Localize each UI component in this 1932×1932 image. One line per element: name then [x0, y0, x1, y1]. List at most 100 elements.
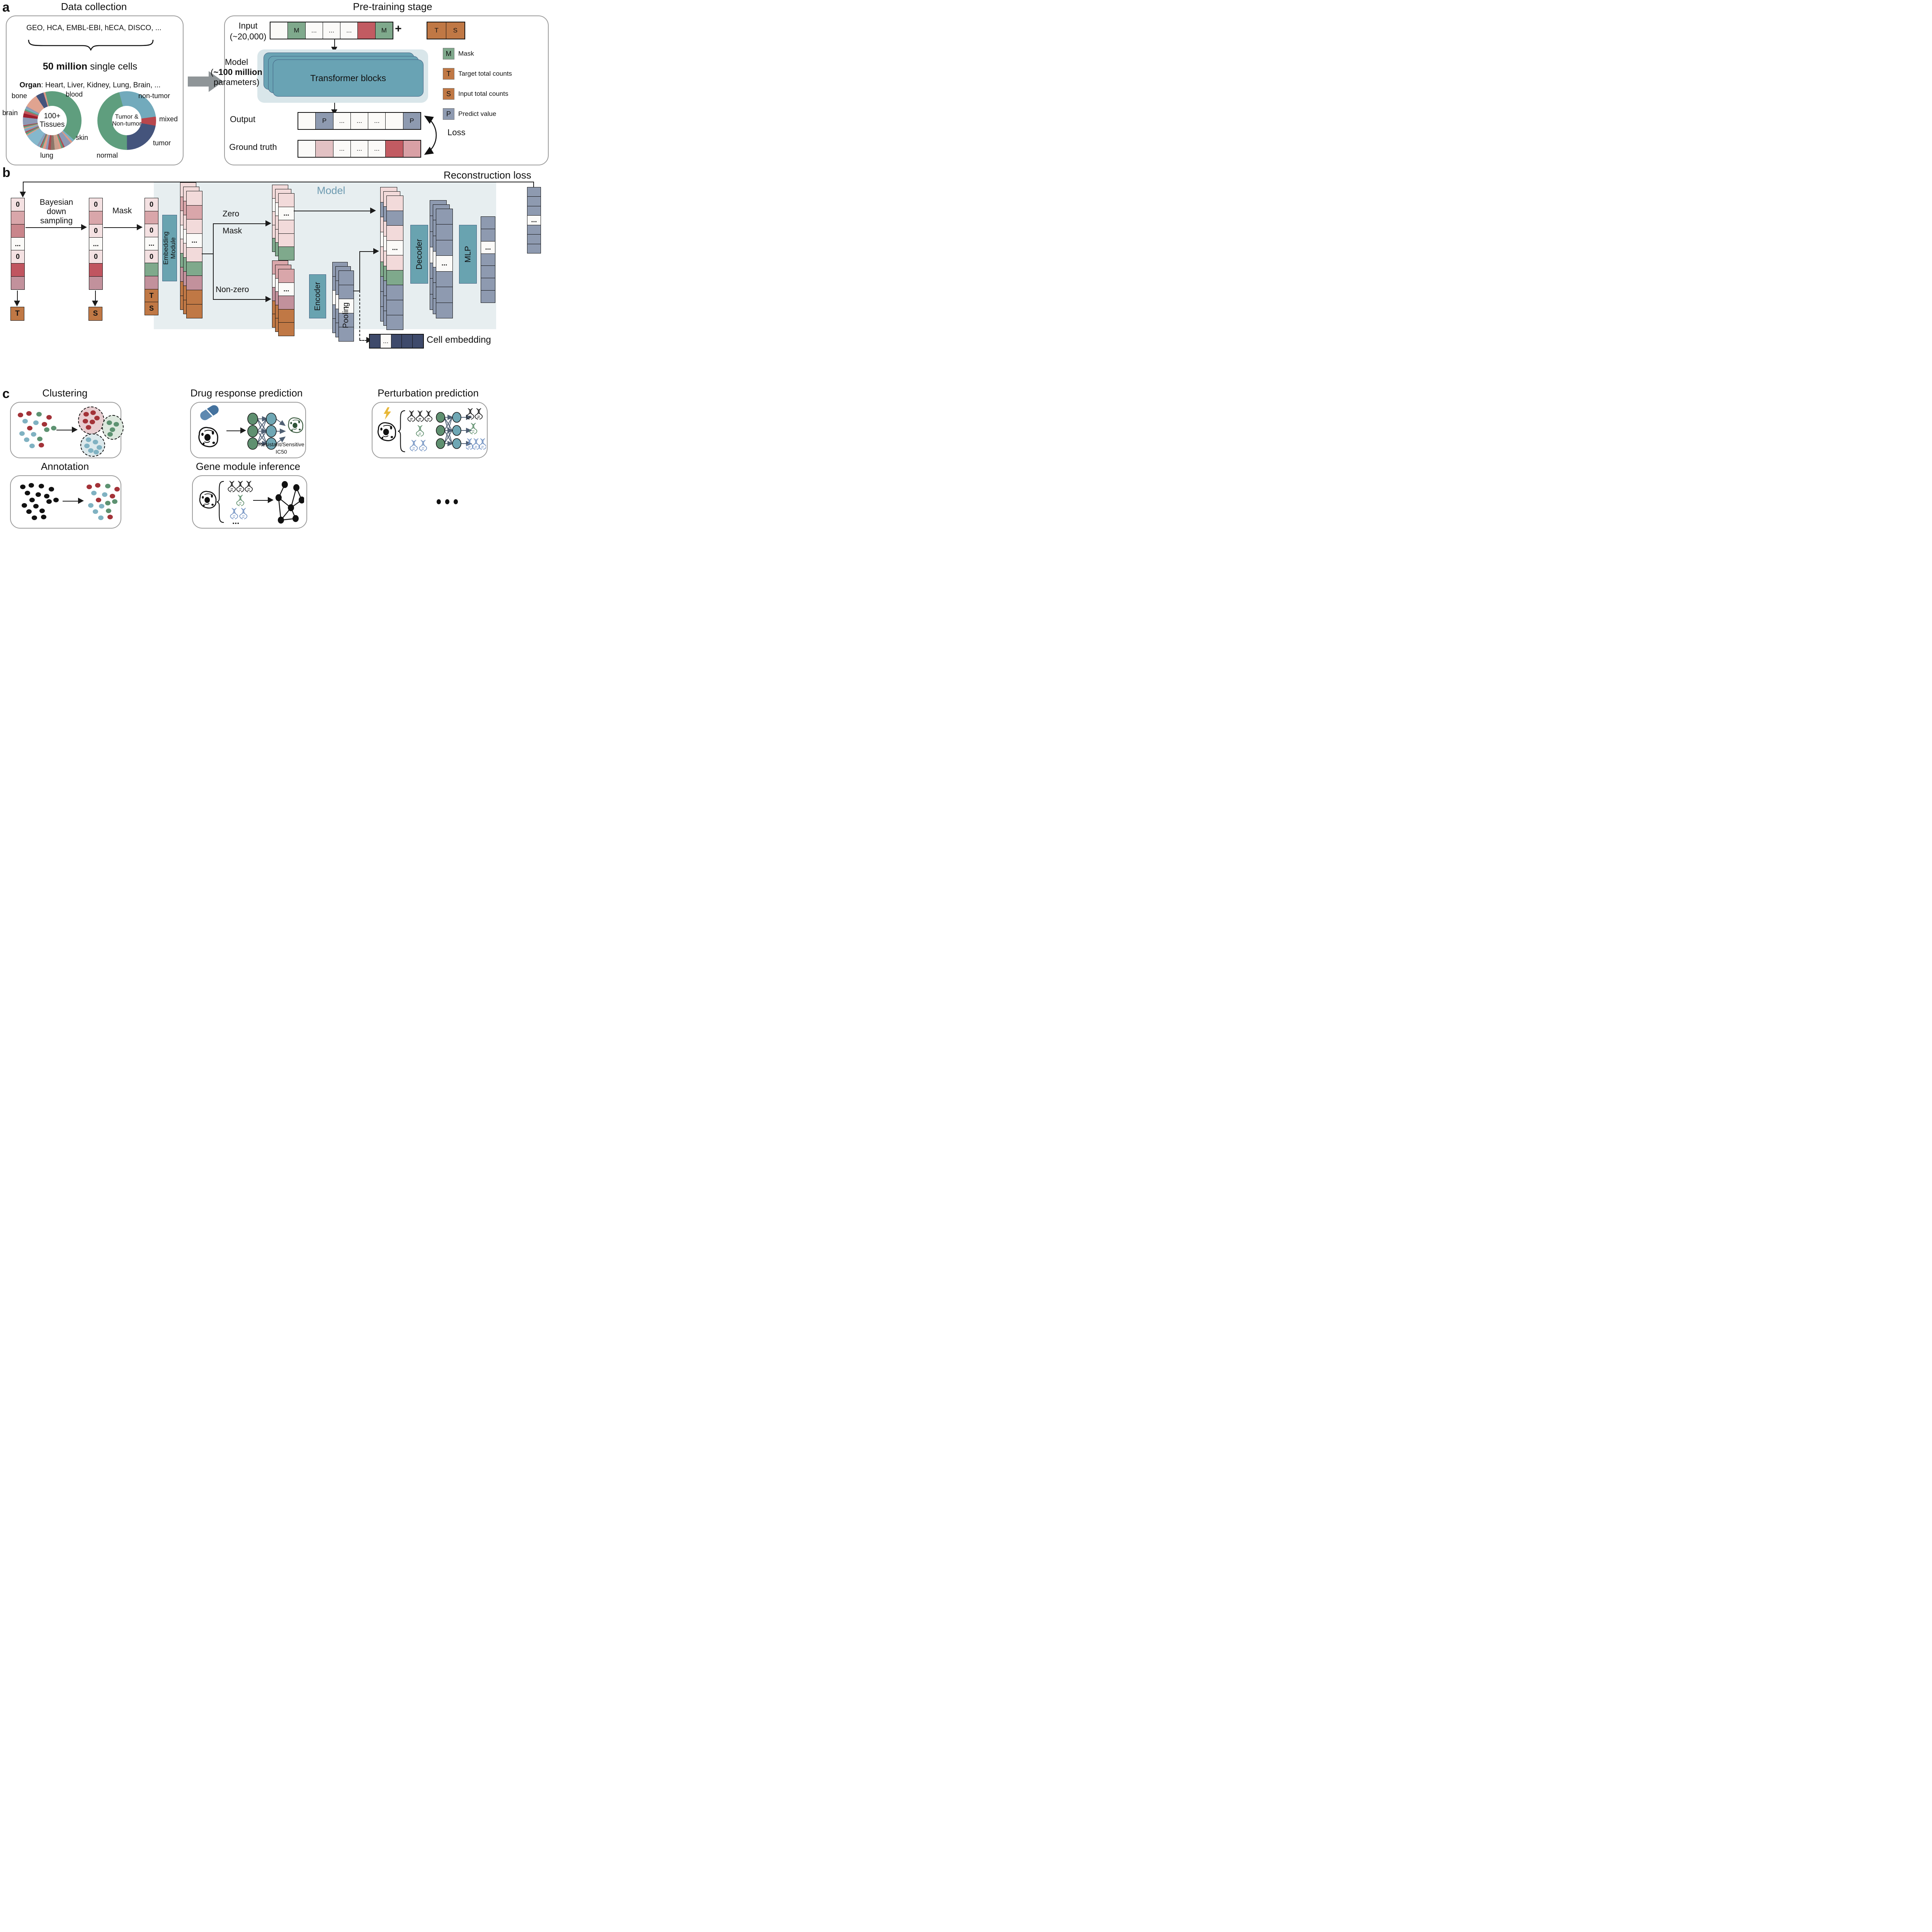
legend-item-target: T Target total counts [443, 68, 512, 80]
label-lung: lung [40, 151, 54, 159]
legend-predict-swatch: P [443, 108, 454, 120]
mask-step-label: Mask [112, 206, 132, 215]
label-non-tumor: non-tumor [138, 92, 170, 100]
decoder-module: Decoder [410, 225, 428, 284]
arrow-model-to-output [334, 103, 335, 110]
reconstruction-loop-arrowhead [20, 192, 26, 197]
gene-module-ellipsis: ... [232, 516, 240, 526]
legend-target-label: Target total counts [458, 70, 512, 77]
annotation-title: Annotation [41, 461, 89, 472]
reconstruction-loop-right [533, 182, 534, 187]
gene-module-arrow-head [268, 497, 274, 503]
tumor-center-line1: Tumor & [115, 113, 139, 120]
label-brain: brain [2, 109, 18, 117]
drug-arrow-head [240, 427, 246, 434]
label-normal: normal [97, 151, 118, 159]
label-bone: bone [12, 92, 27, 100]
reconstruction-loop-left [23, 182, 24, 192]
model-label-1: Model [225, 57, 248, 67]
arrow-nonzero-branch [213, 299, 266, 300]
organ-line: Organ: Heart, Liver, Kidney, Lung, Brain… [19, 81, 160, 90]
pooling-to-concat-head [373, 248, 379, 254]
panel-b-label: b [2, 165, 10, 180]
input-label: Input [238, 21, 258, 31]
input-token-row: M......... M [270, 22, 393, 39]
green-cell-icon [288, 417, 303, 433]
perturbation-box [372, 402, 488, 458]
split-vertical [213, 223, 214, 300]
drug-box: Resistant/Sensitive IC50 [190, 402, 306, 458]
pooling-dashed-down [359, 291, 360, 340]
nonzero-label: Non-zero [216, 285, 249, 294]
drug-caption-1: Resistant/Sensitive [258, 441, 304, 447]
model-label-2: (~100 million [211, 67, 262, 77]
arrow-col2-to-s-head [92, 301, 98, 306]
tissues-donut-center: 100+ Tissues [37, 106, 67, 135]
arrow-nonzero-branch-head [265, 296, 271, 302]
pooling-up-line [359, 251, 360, 291]
t-total-box: T [10, 307, 24, 321]
arrow-col1-to-t-head [14, 301, 20, 306]
reconstruction-loss-label: Reconstruction loss [444, 169, 531, 181]
s-total-box: S [88, 307, 102, 321]
cell-embedding-row: ... [369, 334, 424, 349]
tumor-donut-center: Tumor & Non-tumor [112, 106, 141, 135]
cell-embedding-label: Cell embedding [427, 335, 491, 345]
mlp-output-column: ... [481, 216, 495, 303]
cluster-green [102, 415, 124, 440]
encoder-out-front: ... [338, 270, 354, 342]
arrow-col2-to-s [95, 291, 96, 301]
drug-arrow [226, 430, 241, 431]
drug-title: Drug response prediction [190, 387, 303, 399]
curly-brace-horizontal [28, 39, 154, 51]
brace-icon [217, 481, 224, 523]
tissues-donut-chart: 100+ Tissues [23, 91, 82, 150]
plus-sign: + [395, 22, 402, 35]
bayesian-line1: Bayesian [39, 198, 73, 207]
flow-arrow-shaft [188, 77, 209, 87]
model-label-3: parameters) [213, 77, 260, 87]
perturbation-title: Perturbation prediction [378, 387, 479, 399]
clustering-box [10, 402, 124, 458]
legend-item-predict: P Predict value [443, 108, 496, 120]
drug-caption-2: IC50 [276, 449, 287, 455]
ground-truth-label: Ground truth [229, 142, 277, 152]
panel-a-label: a [2, 0, 10, 15]
perturbation-nn-diagram [436, 412, 472, 449]
zero-to-concat-head [370, 207, 376, 214]
concat-stack-front: ... [386, 196, 403, 330]
legend-predict-label: Predict value [458, 110, 497, 117]
cell-icon [199, 491, 217, 509]
brace-icon [398, 410, 405, 452]
legend-mask-swatch: M [443, 48, 454, 60]
tissues-center-line2: Tissues [39, 121, 65, 129]
model-area-label: Model [317, 185, 345, 196]
panel-c-label: c [2, 386, 10, 401]
clustering-title: Clustering [42, 387, 88, 399]
pooling-label: Pooling [342, 302, 350, 328]
pooling-label-wrap: Pooling [339, 292, 352, 338]
loss-label: Loss [447, 128, 466, 137]
embedding-module: Embedding Module [162, 215, 177, 281]
arrow-bayesian [26, 227, 82, 228]
decoder-out-front: ... [436, 209, 453, 318]
organ-rest: : Heart, Liver, Kidney, Lung, Brain, ... [41, 81, 161, 89]
raw-expression-column: 0... 0 [11, 198, 25, 290]
bayesian-line3: sampling [40, 216, 73, 225]
label-blood: blood [66, 90, 83, 98]
reconstruction-column: ... [527, 187, 541, 253]
dna-output-rows [466, 408, 486, 450]
annotation-arrow-head [78, 498, 84, 504]
cell-count-bold: 50 million [43, 61, 88, 72]
annotation-box [10, 475, 121, 529]
pill-icon [200, 405, 219, 420]
figure-canvas: a Data collection GEO, HCA, EMBL-EBI, hE… [0, 0, 549, 529]
bayesian-line2: down [46, 207, 66, 216]
organ-bold: Organ [19, 81, 41, 89]
tumor-center-line2: Non-tumor [112, 121, 141, 127]
gene-network-graph [276, 481, 304, 524]
model-label-2-bold: ~100 million [213, 67, 262, 77]
cell-icon [198, 427, 218, 447]
masked-column: 0 0... 0 T S [145, 198, 158, 315]
